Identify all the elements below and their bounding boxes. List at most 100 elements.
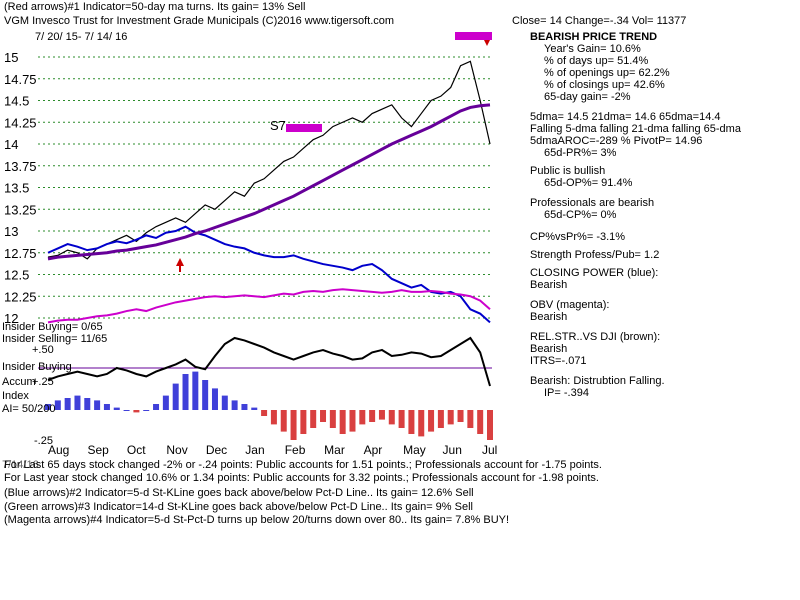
side-item: Professionals are bearish <box>530 197 655 209</box>
side-item: REL.STR..VS DJI (brown): <box>530 331 661 343</box>
side-item: Strength Profess/Pub= 1.2 <box>530 249 660 261</box>
accum-bar <box>349 410 356 432</box>
series-line <box>47 103 491 261</box>
accum-bar <box>94 400 101 410</box>
side-item: Year's Gain= 10.6% <box>544 43 641 55</box>
footer-line: For Last 65 days stock changed -2% or -.… <box>4 459 602 471</box>
accum-bar <box>162 395 169 410</box>
side-item: 65-day gain= -2% <box>544 91 631 103</box>
accum-bar <box>231 400 238 410</box>
y-tick-label: 14 <box>4 137 18 152</box>
index-label: Index <box>2 390 29 402</box>
x-tick-label: Dec <box>206 443 227 457</box>
accum-bar <box>123 410 130 411</box>
chart-gridlines <box>38 56 492 369</box>
y-tick-label: 12.5 <box>4 268 29 283</box>
side-item: 65d-OP%= 91.4% <box>544 177 633 189</box>
accum-bar <box>388 410 395 425</box>
accum-bar <box>487 410 493 440</box>
side-item: Bearish <box>530 279 568 291</box>
accum-bar <box>398 410 405 428</box>
accum-bar <box>84 398 91 410</box>
y-tick-label: 13.5 <box>4 181 29 196</box>
rel-strength-line <box>47 336 491 387</box>
side-item: 5dma= 14.5 21dma= 14.6 65dma=14.4 <box>530 111 721 123</box>
accum-bar <box>310 410 317 428</box>
side-item: BEARISH PRICE TREND <box>530 31 658 43</box>
accum-bar <box>153 404 160 410</box>
plus50-label: +.50 <box>32 344 54 356</box>
x-tick-label: Mar <box>324 443 345 457</box>
x-tick-label: Sep <box>87 443 109 457</box>
accum-bar <box>467 410 474 428</box>
accum-label: Accum <box>2 376 36 388</box>
header-close: Close= 14 Change=-.34 Vol= 11377 <box>512 15 687 27</box>
y-tick-label: 13.25 <box>4 202 37 217</box>
accum-bar <box>329 410 336 428</box>
side-panel: BEARISH PRICE TREND Year's Gain= 10.6% %… <box>530 31 741 399</box>
accum-bar <box>182 374 189 410</box>
y-tick-label: 14.25 <box>4 115 37 130</box>
accum-bar <box>369 410 376 422</box>
footer-line: (Magenta arrows)#4 Indicator=5-d St-Pct-… <box>4 514 510 526</box>
accum-bar <box>339 410 346 434</box>
side-item: % of closings up= 42.6% <box>544 79 665 91</box>
side-item: 65d-CP%= 0% <box>544 209 617 221</box>
x-axis-labels: Aug Sep Oct Nov Dec Jan Feb Mar Apr May Jun Jul <box>48 443 497 457</box>
x-tick-label: Aug <box>48 443 69 457</box>
y-axis-labels: 15 14.75 14.5 14.25 14 13.75 13.5 13.25 13 12.75 1… <box>4 50 37 326</box>
accum-bar <box>280 410 287 432</box>
accum-bar <box>447 410 454 425</box>
accum-bar <box>378 410 385 420</box>
side-item: % of openings up= 62.2% <box>544 67 670 79</box>
chart-series <box>47 60 491 387</box>
accum-bar <box>300 410 307 434</box>
x-tick-label: Jan <box>245 443 264 457</box>
footer-line: (Green arrows)#3 Indicator=14-d St-KLine… <box>4 501 473 513</box>
side-item: Bearish: Distrubtion Falling. <box>530 375 665 387</box>
accum-bar <box>418 410 425 437</box>
minus25-label: -.25 <box>34 435 53 447</box>
side-item: 5dmaAROC=-289 % PivotP= 14.96 <box>530 135 703 147</box>
accum-bar <box>143 410 150 411</box>
x-tick-label: Jul <box>482 443 497 457</box>
accum-bar <box>172 383 179 410</box>
y-tick-label: 12.25 <box>4 289 37 304</box>
accum-bar <box>202 380 209 410</box>
y-tick-label: 13.75 <box>4 159 37 174</box>
accum-bar <box>133 410 140 413</box>
side-item: IP= -.394 <box>544 387 589 399</box>
accum-bar <box>241 404 248 410</box>
footer-line: (Blue arrows)#2 Indicator=5-d St-KLine g… <box>4 487 474 499</box>
accum-bar <box>192 371 199 410</box>
side-item: CLOSING POWER (blue): <box>530 267 659 279</box>
accum-bar <box>290 410 297 440</box>
series-line <box>47 225 491 324</box>
accum-bar <box>261 410 268 416</box>
plus25-label: +.25 <box>32 376 54 388</box>
accum-bar <box>64 398 71 410</box>
s7-label: S7 <box>270 118 286 133</box>
x-tick-label: Oct <box>127 443 146 457</box>
y-tick-label: 13 <box>4 224 18 239</box>
x-tick-label: Nov <box>166 443 187 457</box>
accum-bar <box>457 410 464 422</box>
side-item: % of days up= 51.4% <box>544 55 649 67</box>
series-line <box>47 288 491 324</box>
header-indicator-line: (Red arrows)#1 Indicator=50-day ma turns… <box>4 1 306 13</box>
accum-bar <box>74 395 81 410</box>
footer-line: For Last year stock changed 10.6% or 1.3… <box>4 472 599 484</box>
accum-bar <box>103 404 110 410</box>
header-date-range: 7/ 20/ 15- 7/ 14/ 16 <box>35 31 128 43</box>
series-line <box>47 60 491 260</box>
side-item: OBV (magenta): <box>530 299 610 311</box>
overlap-date: 7/14/16 <box>2 459 39 471</box>
y-tick-label: 12 <box>4 311 18 326</box>
side-item: CP%vsPr%= -3.1% <box>530 231 626 243</box>
side-item: ITRS=-.071 <box>530 355 587 367</box>
y-tick-label: 14.75 <box>4 72 37 87</box>
signal-arrows <box>176 32 492 272</box>
accum-index-bars <box>45 371 493 440</box>
insider-buying-label-2: Insider Buying <box>2 361 72 373</box>
